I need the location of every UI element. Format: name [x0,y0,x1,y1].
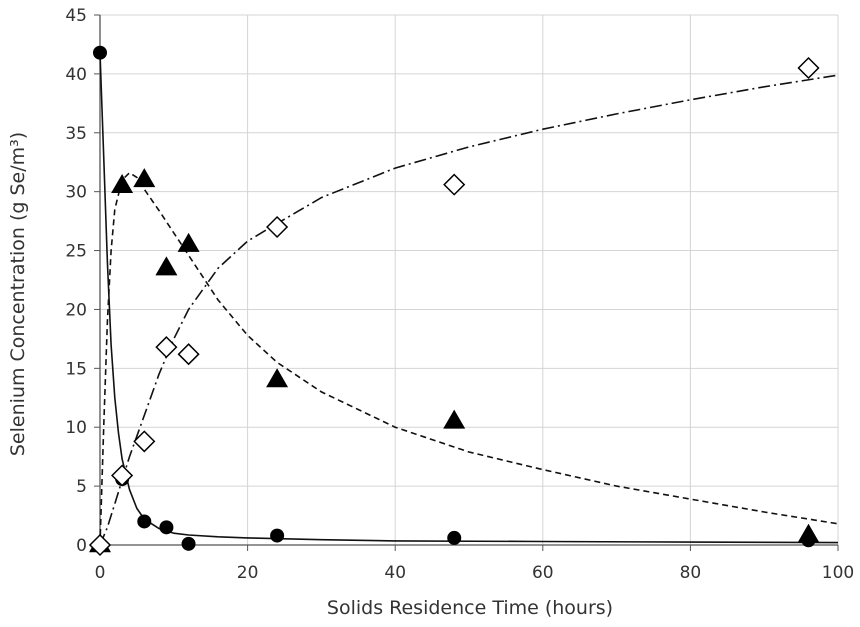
diamond-marker [177,343,200,366]
x-tick-label: 60 [532,563,554,583]
data-markers [88,45,820,557]
x-tick-label: 20 [237,563,259,583]
y-tick-label: 45 [65,6,87,26]
triangle-marker [177,232,200,252]
gridlines [99,14,839,546]
triangle-marker [443,409,466,429]
triangle-marker [155,256,178,276]
fit-curve-series-1 [99,52,839,544]
circle-marker [447,530,462,545]
y-tick-label: 35 [65,124,87,144]
diamond-marker [797,56,820,80]
y-tick-label: 25 [65,242,87,262]
circle-marker [181,536,196,551]
tick-labels: 0 20 40 60 80 100 0 5 10 15 20 25 30 35 40 45 [65,6,854,583]
fit-curve-series-2 [99,171,839,546]
fit-curves [99,52,839,546]
y-tick-label: 10 [65,418,87,438]
circle-marker [93,45,107,60]
circle-marker [137,514,152,529]
triangle-marker [133,168,156,188]
y-tick-label: 0 [76,536,87,556]
y-tick-label: 15 [65,359,87,379]
diamond-marker [133,430,156,453]
fit-curve-series-3 [99,74,839,546]
axes [94,14,839,551]
triangle-marker [111,174,134,193]
diamond-marker [88,533,112,557]
y-tick-label: 30 [65,183,87,203]
circle-marker [159,520,174,535]
x-tick-label: 80 [680,563,702,583]
x-tick-label: 100 [822,563,854,583]
diamond-marker [443,173,466,196]
y-axis-title: Selenium Concentration (g Se/m³) [7,132,29,456]
y-tick-label: 5 [76,477,87,497]
diamond-marker [111,464,134,487]
x-tick-label: 40 [384,563,406,583]
x-axis-title: Solids Residence Time (hours) [327,597,613,619]
diamond-marker [266,215,289,239]
triangle-marker [797,523,820,543]
triangle-marker [266,368,289,388]
x-tick-label: 0 [95,563,106,583]
y-tick-label: 20 [65,300,87,320]
y-tick-label: 40 [65,65,87,85]
circle-marker [270,528,285,543]
diamond-marker [155,336,178,359]
